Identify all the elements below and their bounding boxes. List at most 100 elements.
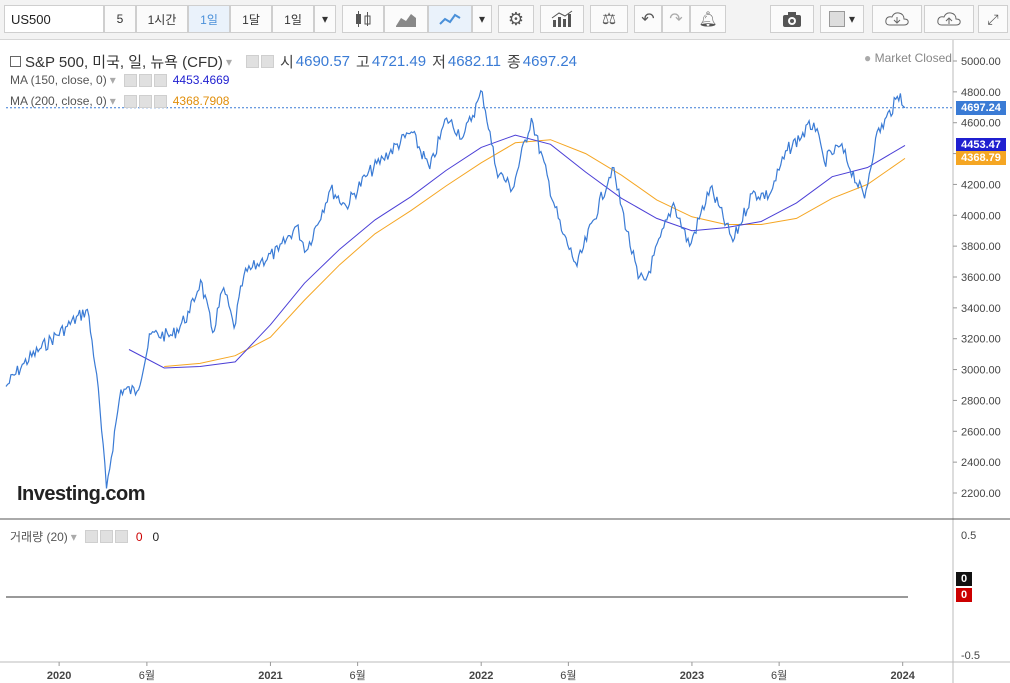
volume-value-1: 0	[135, 529, 143, 544]
volume-tick-label: 0.5	[961, 530, 976, 542]
camera-icon	[783, 12, 801, 27]
close-value: 4697.24	[522, 53, 578, 70]
y-tick-label: 3400.00	[961, 303, 1001, 315]
chevron-down-icon[interactable]: ▾	[225, 54, 232, 69]
x-tick-label: 6월	[771, 669, 787, 682]
x-tick-label: 2020	[47, 670, 71, 682]
color-picker-button[interactable]: ▾	[820, 5, 864, 33]
y-tick-label: 4800.00	[961, 87, 1001, 99]
area-chart-icon	[396, 14, 416, 27]
interval-dropdown-button[interactable]: ▾	[314, 5, 336, 33]
volume-badge-black: 0	[956, 572, 972, 586]
high-value: 4721.49	[371, 53, 427, 70]
alert-button[interactable]: 🔔︎	[690, 5, 726, 33]
market-status: ● Market Closed	[864, 51, 952, 65]
x-tick-label: 2021	[258, 670, 282, 682]
gear-icon[interactable]	[260, 55, 274, 68]
ma150-value: 4453.4669	[172, 73, 230, 87]
chevron-down-icon: ▾	[848, 12, 856, 26]
y-tick-label: 3200.00	[961, 334, 1001, 346]
ma150-badge: 4453.47	[956, 138, 1006, 153]
interval-1h-button[interactable]: 1시간	[136, 5, 188, 33]
cloud-upload-icon	[937, 12, 961, 26]
ma150-line	[128, 134, 906, 369]
x-tick-label: 6월	[139, 669, 155, 682]
x-tick-label: 2023	[680, 670, 704, 682]
chevron-down-icon[interactable]: ▾	[109, 73, 116, 87]
load-chart-button[interactable]	[872, 5, 922, 33]
y-tick-label: 3800.00	[961, 241, 1001, 253]
volume-legend: 거래량 (20) ▾ 0 0	[10, 528, 159, 545]
chart-svg[interactable]: 5000.004800.004600.004400.004200.004000.…	[0, 40, 1010, 683]
scale-icon: ⚖	[601, 11, 617, 28]
ma200-value: 4368.7908	[172, 94, 230, 108]
x-tick-label: 6월	[560, 669, 576, 682]
price-badge: 4697.24	[956, 100, 1006, 115]
close-icon[interactable]	[114, 530, 128, 543]
open-label: 시	[279, 54, 294, 71]
ma200-legend: MA (200, close, 0) ▾ 4368.7908	[10, 94, 229, 108]
instrument-title: S&P 500, 미국, 일, 뉴욕 (CFD)	[25, 54, 223, 71]
open-value: 4690.57	[295, 53, 351, 70]
area-chart-button[interactable]	[384, 5, 428, 33]
chart-area[interactable]: 5000.004800.004600.004400.004200.004000.…	[0, 40, 1010, 683]
close-icon[interactable]	[153, 73, 167, 87]
fullscreen-button[interactable]: ⤢	[978, 5, 1008, 33]
main-legend: S&P 500, 미국, 일, 뉴욕 (CFD) ▾ 시 4690.57 고 472…	[10, 51, 577, 72]
compare-button[interactable]: ⚖	[590, 5, 628, 33]
line-chart-button[interactable]	[428, 5, 472, 33]
x-axis: 2020 6월 2021 6월 2022 6월 2023 6월 2024	[47, 662, 916, 682]
undo-icon: ↶	[641, 11, 655, 28]
indicators-icon	[551, 10, 573, 27]
interval-5-button[interactable]: 5	[104, 5, 136, 33]
volume-label: 거래량 (20)	[10, 530, 68, 544]
investing-logo: Investing.com	[17, 483, 145, 505]
symbol-input[interactable]: US500	[4, 5, 104, 33]
status-dot-icon: ●	[864, 51, 872, 65]
volume-axis: 0.5 -0.5	[961, 530, 980, 662]
volume-badge-red: 0	[956, 588, 972, 602]
bell-icon: 🔔︎	[698, 11, 718, 28]
ma150-legend: MA (150, close, 0) ▾ 4453.4669	[10, 73, 229, 87]
candlestick-icon	[356, 11, 371, 27]
interval-1d-button[interactable]: 1일	[188, 5, 230, 33]
indicators-button[interactable]	[540, 5, 584, 33]
y-tick-label: 2800.00	[961, 395, 1001, 407]
close-label: 종	[506, 54, 521, 71]
y-tick-label: 5000.00	[961, 56, 1001, 68]
gear-icon[interactable]	[138, 73, 152, 87]
collapse-icon[interactable]	[10, 56, 21, 67]
x-tick-label: 2022	[469, 670, 493, 682]
y-tick-label: 4200.00	[961, 179, 1001, 191]
chevron-down-icon: ▾	[321, 12, 329, 26]
ma200-line	[164, 139, 906, 367]
low-label: 저	[432, 54, 446, 71]
save-chart-button[interactable]	[924, 5, 974, 33]
ma150-label: MA (150, close, 0)	[10, 73, 107, 87]
y-tick-label: 4000.00	[961, 210, 1001, 222]
eye-icon[interactable]	[245, 55, 259, 68]
redo-icon: ↷	[669, 11, 683, 28]
eye-icon[interactable]	[84, 530, 98, 543]
undo-button[interactable]: ↶	[634, 5, 662, 33]
close-icon[interactable]	[153, 94, 167, 108]
chart-type-dropdown[interactable]: ▾	[472, 5, 492, 33]
gear-icon[interactable]	[138, 94, 152, 108]
snapshot-button[interactable]	[770, 5, 814, 33]
chevron-down-icon[interactable]: ▾	[70, 529, 77, 544]
redo-button[interactable]: ↷	[662, 5, 690, 33]
volume-value-2: 0	[152, 529, 160, 544]
y-tick-label: 2600.00	[961, 426, 1001, 438]
candlestick-button[interactable]	[342, 5, 384, 33]
gear-icon[interactable]	[99, 530, 113, 543]
interval-1m-button[interactable]: 1달	[230, 5, 272, 33]
chevron-down-icon: ▾	[478, 12, 486, 26]
settings-button[interactable]: ⚙	[498, 5, 534, 33]
eye-icon[interactable]	[123, 94, 137, 108]
y-tick-label: 3600.00	[961, 272, 1001, 284]
interval-select[interactable]: 1일	[272, 5, 314, 33]
eye-icon[interactable]	[123, 73, 137, 87]
toolbar: US500 5 1시간 1일 1달 1일 ▾ ▾ ⚙ ⚖ ↶ ↷ 🔔︎ ▾ ⤢	[0, 0, 1010, 40]
y-tick-label: 3000.00	[961, 365, 1001, 377]
chevron-down-icon[interactable]: ▾	[109, 94, 116, 108]
